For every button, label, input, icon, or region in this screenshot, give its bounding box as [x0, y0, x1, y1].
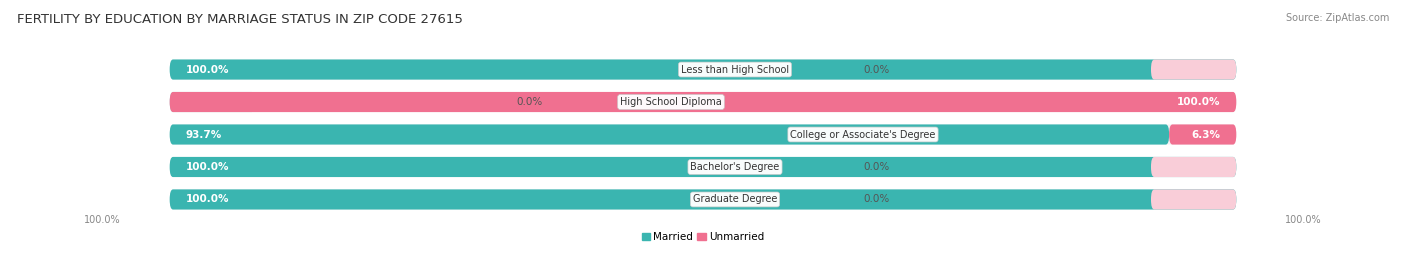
Text: 100.0%: 100.0% — [84, 215, 121, 225]
FancyBboxPatch shape — [170, 92, 1236, 112]
FancyBboxPatch shape — [170, 59, 1236, 80]
FancyBboxPatch shape — [170, 125, 1170, 144]
Text: 0.0%: 0.0% — [517, 97, 543, 107]
Text: 100.0%: 100.0% — [186, 194, 229, 204]
Text: 100.0%: 100.0% — [186, 65, 229, 75]
Text: College or Associate's Degree: College or Associate's Degree — [790, 129, 935, 140]
Text: Source: ZipAtlas.com: Source: ZipAtlas.com — [1285, 13, 1389, 23]
Text: 0.0%: 0.0% — [863, 194, 889, 204]
Text: 0.0%: 0.0% — [863, 162, 889, 172]
Text: 100.0%: 100.0% — [1177, 97, 1220, 107]
FancyBboxPatch shape — [170, 125, 1236, 144]
FancyBboxPatch shape — [170, 157, 1236, 177]
FancyBboxPatch shape — [1170, 125, 1236, 144]
Text: 93.7%: 93.7% — [186, 129, 222, 140]
Text: Bachelor's Degree: Bachelor's Degree — [690, 162, 779, 172]
Text: 0.0%: 0.0% — [863, 65, 889, 75]
FancyBboxPatch shape — [1152, 157, 1236, 177]
FancyBboxPatch shape — [170, 59, 1236, 80]
Text: Less than High School: Less than High School — [681, 65, 789, 75]
FancyBboxPatch shape — [170, 157, 1236, 177]
Legend: Married, Unmarried: Married, Unmarried — [638, 228, 768, 246]
Text: High School Diploma: High School Diploma — [620, 97, 721, 107]
Text: 100.0%: 100.0% — [1285, 215, 1322, 225]
Text: FERTILITY BY EDUCATION BY MARRIAGE STATUS IN ZIP CODE 27615: FERTILITY BY EDUCATION BY MARRIAGE STATU… — [17, 13, 463, 26]
FancyBboxPatch shape — [1152, 59, 1236, 80]
FancyBboxPatch shape — [170, 92, 254, 112]
FancyBboxPatch shape — [1152, 189, 1236, 210]
Text: 6.3%: 6.3% — [1191, 129, 1220, 140]
Text: Graduate Degree: Graduate Degree — [693, 194, 778, 204]
FancyBboxPatch shape — [170, 189, 1236, 210]
FancyBboxPatch shape — [170, 92, 1236, 112]
FancyBboxPatch shape — [170, 189, 1236, 210]
Text: 100.0%: 100.0% — [186, 162, 229, 172]
